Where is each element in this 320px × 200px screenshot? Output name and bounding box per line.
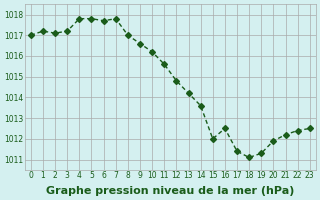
X-axis label: Graphe pression niveau de la mer (hPa): Graphe pression niveau de la mer (hPa) <box>46 186 294 196</box>
